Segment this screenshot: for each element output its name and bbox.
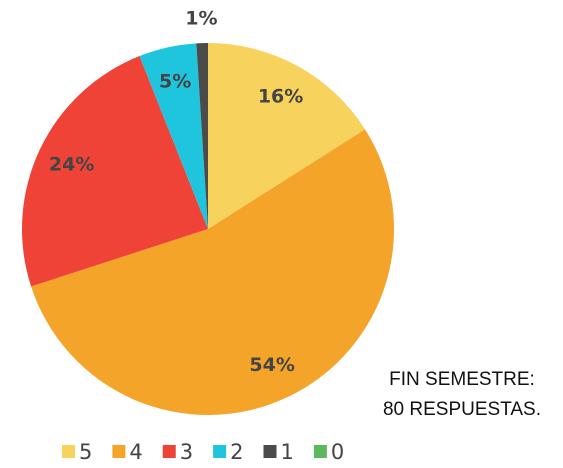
legend-label: 5 bbox=[79, 440, 92, 464]
pie-slice bbox=[139, 43, 208, 229]
value-label: 54% bbox=[249, 354, 294, 376]
legend-swatch bbox=[62, 445, 75, 458]
legend-swatch bbox=[162, 445, 176, 458]
legend-label: 4 bbox=[129, 440, 142, 464]
value-label: 24% bbox=[49, 153, 94, 175]
legend-label: 1 bbox=[281, 440, 294, 464]
pie-slice bbox=[208, 43, 366, 229]
value-label: 16% bbox=[258, 85, 303, 107]
pie-slice bbox=[21, 56, 209, 287]
legend-swatch bbox=[263, 445, 277, 458]
pie-slice bbox=[196, 43, 208, 229]
legend-label: 2 bbox=[230, 440, 243, 464]
legend-label: 0 bbox=[331, 440, 344, 464]
legend-swatch bbox=[112, 445, 126, 458]
annotation: 80 RESPUESTAS. bbox=[383, 399, 541, 420]
annotation: FIN SEMESTRE: bbox=[389, 369, 535, 390]
legend-label: 3 bbox=[180, 440, 193, 464]
legend-swatch bbox=[313, 445, 327, 458]
legend-swatch bbox=[213, 445, 227, 458]
pie-slice bbox=[31, 129, 395, 416]
value-label: 1% bbox=[185, 7, 217, 29]
value-label: 5% bbox=[159, 70, 191, 92]
